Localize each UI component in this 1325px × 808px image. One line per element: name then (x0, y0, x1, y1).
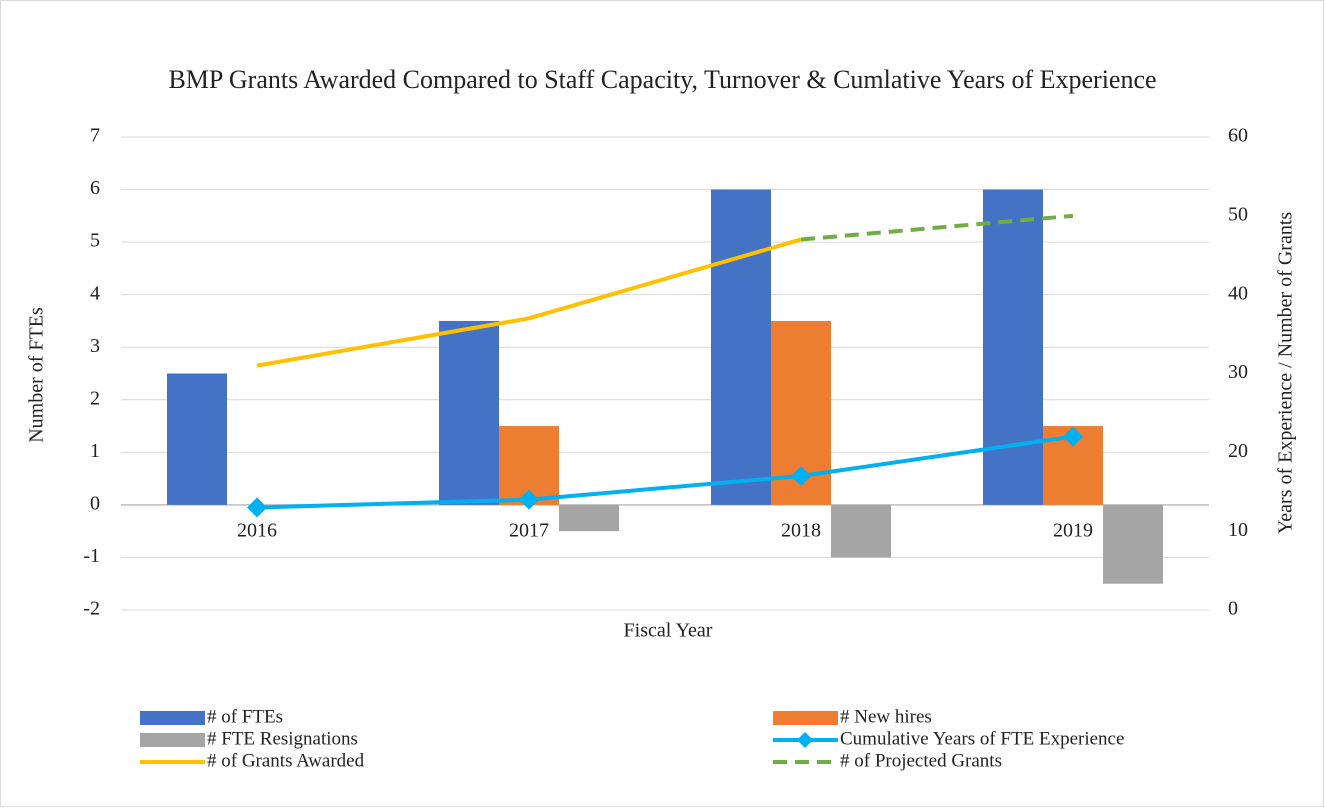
y-tick-label: 1 (90, 440, 100, 462)
bar (711, 189, 771, 505)
bar (167, 373, 227, 505)
marker (247, 497, 267, 518)
y2-tick-label: 30 (1228, 361, 1248, 383)
y2-tick-label: 40 (1228, 282, 1248, 304)
y2-tick-label: 50 (1228, 203, 1248, 225)
legend-label: # of Projected Grants (840, 750, 1002, 771)
x-tick-label: 2016 (237, 519, 277, 541)
y-tick-label: 2 (90, 387, 100, 409)
y2-tick-label: 20 (1228, 440, 1248, 462)
x-tick-label: 2018 (781, 519, 821, 541)
y2-tick-label: 0 (1228, 598, 1238, 620)
y2-tick-label: 10 (1228, 519, 1248, 541)
legend-label: # FTE Resignations (207, 728, 358, 749)
legend-swatch (773, 711, 838, 725)
marker (1063, 426, 1083, 447)
legend-label: # of Grants Awarded (207, 750, 365, 771)
x-tick-label: 2019 (1053, 519, 1093, 541)
bar (1103, 504, 1163, 584)
y-tick-label: 4 (90, 282, 100, 304)
legend-swatch (140, 733, 205, 747)
chart-title: BMP Grants Awarded Compared to Staff Cap… (168, 65, 1157, 94)
y-tick-label: 6 (90, 177, 100, 199)
y-tick-label: -1 (83, 545, 100, 567)
line (256, 237, 802, 368)
bar (559, 504, 619, 532)
y-tick-label: 3 (90, 335, 100, 357)
y-tick-label: 5 (90, 230, 100, 252)
legend-label: Cumulative Years of FTE Experience (840, 728, 1124, 749)
bar (831, 504, 891, 558)
y-tick-label: 7 (90, 125, 100, 147)
legend-label: # New hires (840, 706, 932, 727)
bar (439, 320, 499, 505)
y-axis-title: Number of FTEs (26, 307, 48, 443)
line (256, 434, 1074, 510)
x-axis-title: Fiscal Year (624, 620, 713, 642)
y-tick-label: 0 (90, 492, 100, 514)
y2-axis-title: Years of Experience / Number of Grants (1275, 212, 1297, 535)
x-tick-label: 2017 (509, 519, 549, 541)
line (800, 213, 1074, 242)
bar (983, 189, 1043, 505)
marker (519, 489, 539, 510)
legend-marker (797, 732, 813, 748)
legend-swatch (140, 711, 205, 725)
legend-label: # of FTEs (207, 706, 283, 727)
y2-tick-label: 60 (1228, 125, 1248, 147)
y-tick-label: -2 (83, 598, 100, 620)
marker (791, 465, 811, 486)
